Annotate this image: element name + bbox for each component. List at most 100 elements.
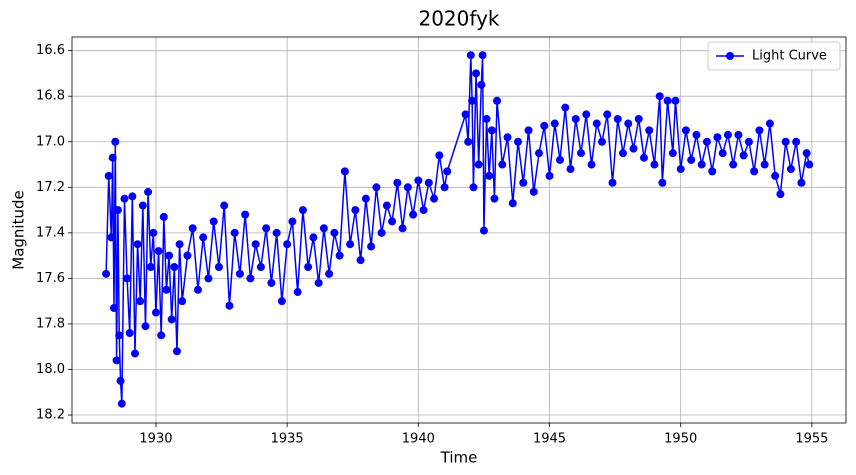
y-tick-label: 16.8	[36, 89, 65, 104]
data-point	[424, 178, 433, 187]
data-point	[792, 137, 801, 146]
data-point	[634, 114, 643, 123]
data-point	[293, 288, 302, 297]
y-tick-label: 18.0	[36, 362, 65, 377]
data-point	[367, 242, 376, 251]
data-point	[461, 110, 470, 119]
data-point	[398, 224, 407, 233]
data-point	[409, 210, 418, 219]
x-tick-label: 1945	[533, 432, 566, 447]
data-point	[613, 114, 622, 123]
data-point	[443, 167, 452, 176]
data-point	[419, 206, 428, 215]
data-point	[771, 171, 780, 180]
data-point	[464, 137, 473, 146]
data-point	[356, 256, 365, 265]
data-point	[479, 226, 488, 235]
data-point	[230, 228, 239, 237]
data-point	[136, 297, 145, 306]
data-point	[545, 171, 554, 180]
data-point	[713, 133, 722, 142]
data-point	[440, 183, 449, 192]
data-point	[466, 51, 475, 60]
data-point	[739, 151, 748, 160]
x-tick-label: 1930	[139, 432, 172, 447]
y-tick-label: 17.4	[36, 225, 65, 240]
data-point	[668, 149, 677, 158]
data-point	[141, 322, 150, 331]
data-point	[120, 194, 129, 203]
data-point	[162, 285, 171, 294]
y-tick-label: 17.6	[36, 271, 65, 286]
data-point	[262, 224, 271, 233]
data-point	[474, 160, 483, 169]
data-point	[113, 206, 122, 215]
data-point	[109, 303, 118, 312]
data-point	[309, 233, 318, 242]
legend-box	[707, 41, 841, 71]
data-point	[325, 269, 334, 278]
data-point	[133, 240, 142, 249]
data-point	[765, 119, 774, 128]
data-point	[493, 96, 502, 105]
data-point	[529, 187, 538, 196]
data-point	[687, 155, 696, 164]
data-point	[650, 160, 659, 169]
data-point	[561, 103, 570, 112]
data-point	[629, 144, 638, 153]
data-point	[272, 228, 281, 237]
data-point	[603, 110, 612, 119]
data-point	[514, 137, 523, 146]
data-point	[138, 201, 147, 210]
data-point	[786, 165, 795, 174]
data-point	[183, 251, 192, 260]
data-point	[718, 149, 727, 158]
data-point	[592, 119, 601, 128]
data-point	[330, 228, 339, 237]
y-tick-label: 17.8	[36, 316, 65, 331]
data-point	[503, 133, 512, 142]
data-point	[802, 149, 811, 158]
data-point	[107, 233, 116, 242]
data-point	[663, 96, 672, 105]
data-point	[587, 160, 596, 169]
data-point	[498, 160, 507, 169]
data-point	[744, 137, 753, 146]
data-point	[723, 130, 732, 139]
data-point	[760, 160, 769, 169]
data-point	[159, 212, 168, 221]
data-point	[123, 274, 132, 283]
data-point	[214, 263, 223, 272]
data-point	[435, 151, 444, 160]
data-point	[130, 349, 139, 358]
data-point	[639, 153, 648, 162]
data-point	[681, 126, 690, 135]
data-point	[577, 149, 586, 158]
data-point	[566, 165, 575, 174]
data-point	[251, 240, 260, 249]
data-point	[340, 167, 349, 176]
data-point	[388, 217, 397, 226]
data-point	[298, 206, 307, 215]
data-point	[524, 126, 533, 135]
legend-label: Light Curve	[752, 49, 827, 64]
data-point	[277, 297, 286, 306]
data-point	[283, 240, 292, 249]
data-point	[199, 233, 208, 242]
data-point	[165, 251, 174, 260]
data-point	[519, 178, 528, 187]
data-point	[117, 399, 126, 408]
data-point	[304, 263, 313, 272]
data-point	[482, 114, 491, 123]
data-point	[734, 130, 743, 139]
data-point	[267, 278, 276, 287]
data-point	[104, 171, 113, 180]
data-point	[125, 329, 134, 338]
x-tick-label: 1935	[271, 432, 304, 447]
data-point	[172, 347, 181, 356]
data-point	[241, 210, 250, 219]
data-point	[175, 240, 184, 249]
data-point	[403, 183, 412, 192]
